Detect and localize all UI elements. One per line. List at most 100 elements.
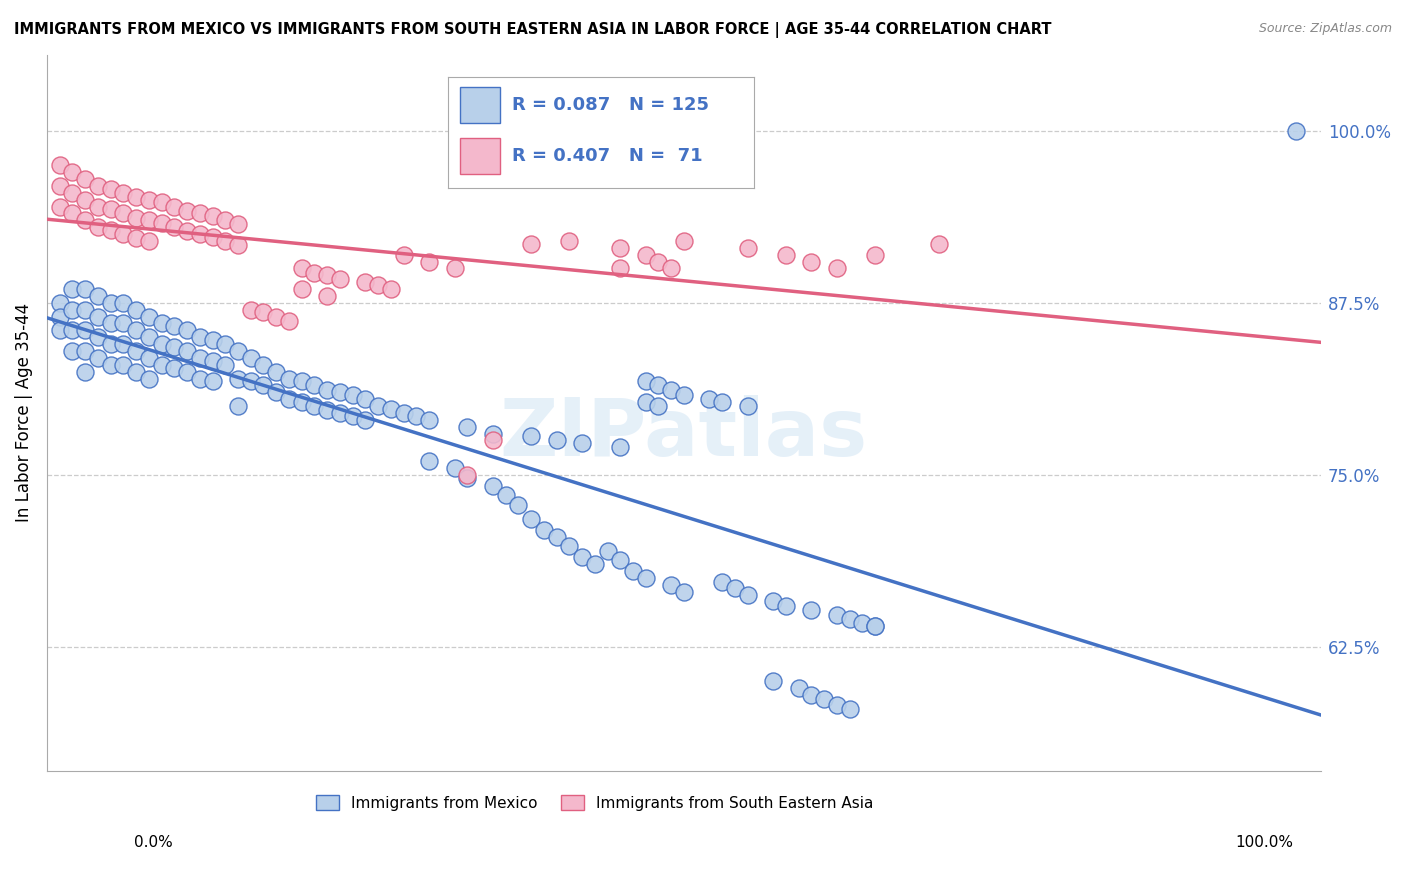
Point <box>48 323 70 337</box>
Point <box>100 317 122 331</box>
Point <box>418 254 440 268</box>
Point <box>609 553 631 567</box>
Point <box>291 374 314 388</box>
Point <box>226 399 249 413</box>
Point <box>48 178 70 193</box>
Point <box>342 388 364 402</box>
Point <box>150 337 173 351</box>
Point <box>87 200 110 214</box>
Point <box>533 523 555 537</box>
Point <box>825 698 848 712</box>
Point <box>75 282 97 296</box>
Point <box>863 248 886 262</box>
Point <box>546 530 568 544</box>
Point <box>354 392 377 406</box>
Point <box>672 584 695 599</box>
Point <box>418 454 440 468</box>
Point <box>647 254 669 268</box>
Point <box>825 261 848 276</box>
Point <box>838 612 860 626</box>
Text: 100.0%: 100.0% <box>1236 836 1294 850</box>
Point <box>75 365 97 379</box>
Point <box>87 220 110 235</box>
Point <box>380 282 402 296</box>
Point <box>596 543 619 558</box>
Point <box>188 206 211 220</box>
Point <box>163 360 186 375</box>
Point <box>762 594 785 608</box>
Point <box>787 681 810 695</box>
Point <box>672 234 695 248</box>
Point <box>456 467 478 482</box>
Point <box>87 178 110 193</box>
Point <box>609 440 631 454</box>
Point <box>176 323 198 337</box>
Point <box>138 213 160 227</box>
Point <box>634 571 657 585</box>
Point <box>163 220 186 235</box>
Point <box>138 234 160 248</box>
Point <box>226 218 249 232</box>
Point <box>60 323 83 337</box>
Point <box>188 371 211 385</box>
Point <box>329 272 352 286</box>
Point <box>329 385 352 400</box>
Point <box>125 231 148 245</box>
Point <box>48 310 70 324</box>
Point <box>112 186 135 200</box>
Point <box>188 330 211 344</box>
Point <box>520 512 543 526</box>
Point <box>482 479 505 493</box>
Point <box>112 358 135 372</box>
Point <box>150 317 173 331</box>
Point <box>100 337 122 351</box>
Point <box>75 213 97 227</box>
Point <box>201 209 224 223</box>
Point <box>291 261 314 276</box>
Point <box>724 581 747 595</box>
Point <box>48 158 70 172</box>
Point <box>163 340 186 354</box>
Point <box>291 282 314 296</box>
Point <box>201 229 224 244</box>
Y-axis label: In Labor Force | Age 35-44: In Labor Force | Age 35-44 <box>15 303 32 523</box>
Point <box>226 371 249 385</box>
Point <box>138 351 160 365</box>
Point <box>125 211 148 225</box>
Point <box>443 261 465 276</box>
Point <box>264 365 287 379</box>
Point <box>456 470 478 484</box>
Text: IMMIGRANTS FROM MEXICO VS IMMIGRANTS FROM SOUTH EASTERN ASIA IN LABOR FORCE | AG: IMMIGRANTS FROM MEXICO VS IMMIGRANTS FRO… <box>14 22 1052 38</box>
Point <box>48 200 70 214</box>
Point <box>520 236 543 251</box>
Point <box>100 295 122 310</box>
Point <box>60 343 83 358</box>
Point <box>316 383 339 397</box>
Point <box>125 343 148 358</box>
Point <box>75 172 97 186</box>
Point <box>138 330 160 344</box>
Point <box>520 429 543 443</box>
Point <box>252 305 274 319</box>
Point <box>278 314 301 328</box>
Point <box>762 674 785 689</box>
Point <box>316 403 339 417</box>
Point <box>928 236 950 251</box>
Point <box>100 181 122 195</box>
Point <box>304 378 326 392</box>
Point <box>239 302 262 317</box>
Point <box>508 498 530 512</box>
Point <box>863 619 886 633</box>
Point <box>150 216 173 230</box>
Point <box>214 337 236 351</box>
Point <box>87 310 110 324</box>
Point <box>647 399 669 413</box>
Point <box>354 275 377 289</box>
Point <box>201 374 224 388</box>
Point <box>201 333 224 347</box>
Text: Source: ZipAtlas.com: Source: ZipAtlas.com <box>1258 22 1392 36</box>
Point <box>176 365 198 379</box>
Point <box>176 343 198 358</box>
Point <box>125 323 148 337</box>
Point <box>239 351 262 365</box>
